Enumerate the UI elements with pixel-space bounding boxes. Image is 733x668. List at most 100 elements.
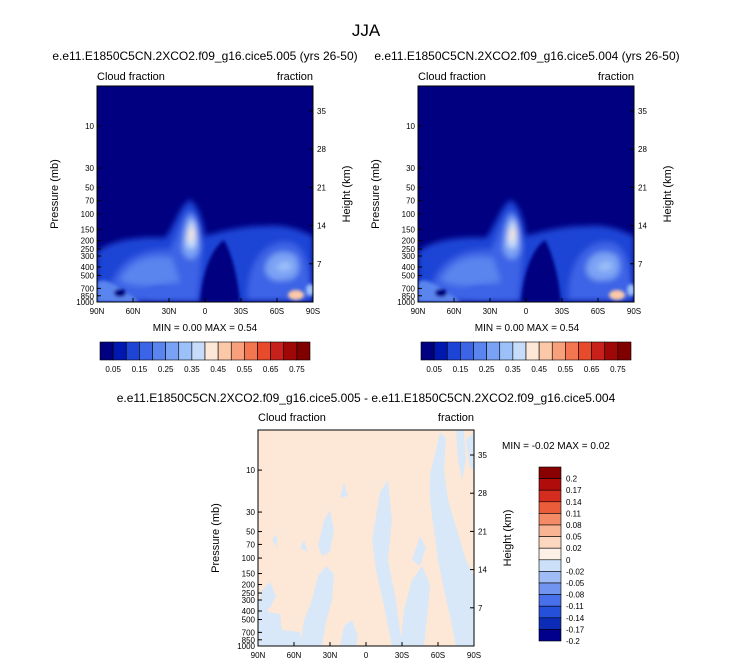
colorbar-label: -0.2: [566, 637, 580, 646]
panel-2-height-ticks: 35 28 21 14 7: [630, 107, 647, 269]
panel-3-colorbar: 0.2 0.17 0.14 0.11 0.08 0.05 0.02 0 -0.02 -0.05 -0…: [538, 466, 585, 646]
colorbar-swatch: [99, 341, 114, 361]
colorbar-swatch: [538, 571, 562, 584]
x-tick-label: 0: [203, 307, 208, 316]
panel-2-ylabel: Pressure (mb): [370, 159, 382, 229]
colorbar-label: 0.14: [566, 498, 582, 507]
pressure-tick-label: 70: [406, 196, 415, 205]
colorbar-swatch: [257, 341, 271, 361]
colorbar-label: 0.35: [184, 365, 200, 374]
figure-title: JJA: [352, 21, 381, 40]
colorbar-swatch: [538, 478, 562, 491]
x-tick-label: 60N: [287, 651, 302, 660]
panel-2-field: [418, 86, 634, 302]
panel-2-left-label: Cloud fraction: [418, 71, 486, 83]
colorbar-swatch: [538, 341, 553, 361]
pressure-tick-label: 700: [402, 284, 416, 293]
pressure-tick-label: 150: [242, 570, 256, 579]
pressure-tick-label: 10: [406, 122, 415, 131]
pressure-tick-label: 200: [402, 237, 416, 246]
pressure-tick-label: 10: [85, 122, 94, 131]
panel-3-x-ticks: 90N 60N 30N 0 30S 60S 90S: [251, 642, 481, 660]
colorbar-swatch: [538, 466, 562, 479]
colorbar-swatch: [112, 341, 127, 361]
colorbar-swatch: [538, 489, 562, 503]
colorbar-swatch: [486, 341, 501, 361]
pressure-tick-label: 300: [402, 252, 416, 261]
x-tick-label: 30N: [483, 307, 498, 316]
height-tick-label: 28: [638, 145, 647, 154]
colorbar-label: -0.14: [566, 614, 585, 623]
x-tick-label: 30S: [555, 307, 569, 316]
panel-1-x-ticks: 90N 60N 30N 0 30S 60S 90S: [90, 298, 320, 316]
colorbar-label: 0.05: [566, 533, 582, 542]
panel-3-ylabel: Pressure (mb): [210, 503, 222, 573]
colorbar-swatch: [617, 341, 632, 361]
colorbar-label: 0.25: [158, 365, 174, 374]
height-tick-label: 14: [478, 566, 487, 575]
panel-1-contours: [97, 200, 313, 302]
colorbar-swatch: [244, 341, 258, 361]
panel-1-left-label: Cloud fraction: [97, 71, 165, 83]
pressure-tick-label: 850: [242, 636, 256, 645]
colorbar-label: 0.45: [210, 365, 226, 374]
colorbar-swatch: [538, 605, 562, 619]
pressure-tick-label: 10: [246, 466, 255, 475]
colorbar-label: 0.05: [426, 365, 442, 374]
colorbar-swatch: [538, 501, 562, 514]
x-tick-label: 90N: [251, 651, 266, 660]
colorbar-swatch: [499, 341, 514, 361]
colorbar-swatch: [204, 341, 219, 361]
panel-3-negative-regions: [258, 430, 474, 646]
panel-3-height-ticks: 35 28 21 14 7: [470, 451, 487, 613]
pressure-tick-label: 700: [242, 628, 256, 637]
colorbar-swatch: [538, 547, 562, 561]
colorbar-swatch: [604, 341, 619, 361]
colorbar-swatch: [217, 341, 232, 361]
panel-1-colorbar: 0.05 0.15 0.25 0.35 0.45 0.55 0.65 0.75: [99, 341, 311, 374]
x-tick-label: 30S: [395, 651, 409, 660]
colorbar-label: 0.05: [105, 365, 121, 374]
colorbar-swatch: [125, 341, 140, 361]
colorbar-swatch: [446, 341, 461, 361]
colorbar-swatch: [139, 341, 153, 361]
panel-1-field: [97, 86, 313, 302]
pressure-tick-label: 70: [85, 196, 94, 205]
height-tick-label: 35: [638, 107, 647, 116]
pressure-tick-label: 400: [242, 607, 256, 616]
colorbar-swatch: [538, 524, 562, 537]
panel-1: e.e11.E1850C5CN.2XCO2.f09_g16.cice5.005 …: [49, 49, 358, 374]
x-tick-label: 30S: [234, 307, 248, 316]
height-tick-label: 21: [638, 183, 647, 192]
panel-3-right-label: fraction: [438, 412, 474, 424]
colorbar-swatch: [551, 341, 566, 361]
pressure-tick-label: 30: [246, 508, 255, 517]
colorbar-swatch: [433, 341, 448, 361]
pressure-tick-label: 200: [81, 237, 95, 246]
panel-3-field: [258, 430, 474, 646]
colorbar-swatch: [178, 341, 193, 361]
panel-3-y2label: Height (km): [502, 510, 514, 567]
pressure-tick-label: 100: [81, 210, 95, 219]
pressure-tick-label: 250: [81, 245, 95, 254]
panel-1-stats: MIN = 0.00 MAX = 0.54: [153, 323, 258, 334]
panel-3: e.e11.E1850C5CN.2XCO2.f09_g16.cice5.005 …: [117, 391, 616, 660]
height-tick-label: 14: [638, 222, 647, 231]
colorbar-swatch: [538, 536, 562, 549]
colorbar-label: 0.15: [132, 365, 148, 374]
height-tick-label: 35: [478, 451, 487, 460]
colorbar-label: 0.35: [505, 365, 521, 374]
panel-1-low-level: [97, 240, 313, 302]
pressure-tick-label: 100: [242, 554, 256, 563]
height-tick-label: 14: [317, 222, 326, 231]
panel-2-right-label: fraction: [598, 71, 634, 83]
panel-3-left-label: Cloud fraction: [258, 412, 326, 424]
x-tick-label: 60N: [447, 307, 462, 316]
colorbar-swatch: [296, 341, 311, 361]
x-tick-label: 90N: [90, 307, 105, 316]
pressure-tick-label: 250: [402, 245, 416, 254]
height-tick-label: 35: [317, 107, 326, 116]
pressure-tick-label: 300: [242, 596, 256, 605]
